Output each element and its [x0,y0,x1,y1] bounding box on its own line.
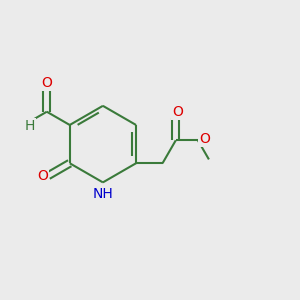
Text: O: O [172,105,183,119]
Text: O: O [41,76,52,90]
Text: O: O [37,169,48,183]
Text: NH: NH [92,187,113,201]
Text: O: O [199,132,210,146]
Text: H: H [25,119,35,133]
